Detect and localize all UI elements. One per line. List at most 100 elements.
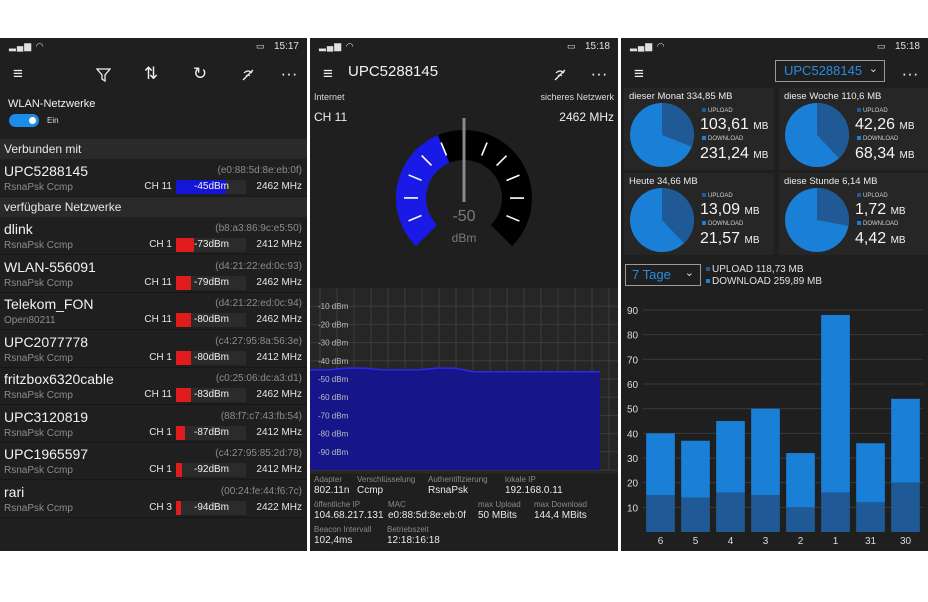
data-usage-screen: ▂▄▆ ◠ ▭ 15:18 ≡ UPC5288145 ⌄ ··· dieser … — [621, 38, 928, 551]
mac: (c4:27:95:85:2d:78) — [215, 448, 302, 459]
frequency: 2412 MHz — [256, 426, 302, 438]
download-value: 21,57 MB — [700, 230, 760, 247]
network-row[interactable]: UPC3120819 (88:f7:c7:43:fb:54) RsnaPsk Ccm… — [0, 406, 307, 443]
upload-value: 42,26 MB — [855, 116, 915, 133]
gauge-needle — [462, 118, 466, 202]
app-bar: ≡ UPC5288145 ⌄ ··· — [621, 56, 928, 92]
y-tick-label: -50 dBm — [318, 375, 349, 384]
signal-fill — [176, 238, 194, 252]
connected-network[interactable]: UPC5288145 (e0:88:5d:8e:eb:0f) RsnaPsk C… — [0, 160, 307, 197]
wifi-off-icon[interactable] — [235, 56, 261, 92]
info-value: 192.168.0.11 — [505, 485, 563, 496]
y-tick-label: 60 — [627, 380, 639, 391]
more-icon[interactable]: ··· — [901, 64, 919, 83]
network-row[interactable]: Telekom_FON (d4:21:22:ed:0c:94) Open80211 C… — [0, 293, 307, 330]
status-bar: ▂▄▆ ◠ ▭ 15:17 — [0, 38, 307, 55]
app-bar: ≡ ⇅ ↻ ··· — [0, 56, 307, 92]
download-label: DOWNLOAD — [857, 136, 898, 142]
wifi-off-icon[interactable] — [547, 56, 573, 92]
info-label: Authentifizierung — [428, 475, 488, 484]
signal-fill — [176, 180, 226, 194]
frequency: 2462 MHz — [256, 389, 302, 400]
ssid: WLAN-556091 — [4, 258, 96, 275]
x-tick-label: 2 — [798, 536, 804, 545]
channel: CH 11 — [314, 110, 348, 124]
info-label: öffentliche IP — [314, 500, 361, 509]
signal-fill — [176, 425, 185, 440]
download-value: 231,24 MB — [700, 145, 769, 162]
signal-fill — [176, 313, 191, 327]
usage-tile[interactable]: diese Stunde 6,14 MB UPLOAD 1,72 MB DOWNLOA… — [779, 173, 928, 255]
upload-slice — [817, 103, 849, 159]
gauge-segment — [464, 130, 491, 163]
x-tick-label: 3 — [763, 536, 769, 545]
upload-slice — [817, 188, 849, 226]
usage-tile[interactable]: Heute 34,66 MB UPLOAD 13,09 MB DOWNLOAD 21,5… — [624, 173, 774, 255]
secure-label: sicheres Netzwerk — [540, 92, 614, 102]
y-tick-label: -20 dBm — [318, 320, 349, 329]
frequency: 2462 MHz — [559, 110, 614, 124]
sort-icon[interactable]: ⇅ — [143, 64, 159, 83]
network-row[interactable]: rari (00:24:fe:44:f6:7c) RsnaPsk Ccmp CH 3 -… — [0, 481, 307, 518]
bar-download — [856, 443, 885, 503]
filter-icon[interactable] — [90, 56, 116, 92]
bar-upload — [786, 507, 815, 532]
gauge-divider — [506, 174, 520, 182]
security: Open80211 — [4, 315, 56, 326]
gauge-segment — [499, 171, 532, 198]
bar-download — [716, 421, 745, 493]
y-tick-label: -60 dBm — [318, 393, 349, 402]
gauge-divider — [506, 214, 520, 222]
x-tick-label: 4 — [728, 536, 734, 545]
channel: CH 11 — [144, 389, 172, 400]
frequency: 2462 MHz — [256, 276, 302, 288]
network-row[interactable]: fritzbox6320cable (c0:25:06:dc:a3:d1) Rsna… — [0, 368, 307, 405]
usage-pie — [785, 188, 849, 252]
upload-label: UPLOAD — [857, 193, 888, 199]
menu-icon[interactable]: ≡ — [634, 64, 644, 83]
period-select[interactable]: 7 Tage ⌄ — [625, 264, 701, 286]
menu-icon[interactable]: ≡ — [323, 64, 333, 83]
signal-bar: -79dBm — [176, 275, 246, 290]
channel: CH 1 — [149, 351, 172, 363]
security: RsnaPsk Ccmp — [4, 352, 73, 364]
more-icon[interactable]: ··· — [590, 64, 608, 83]
channel: CH 11 — [144, 314, 172, 325]
menu-icon[interactable]: ≡ — [13, 64, 23, 83]
usage-tile[interactable]: dieser Monat 334,85 MB UPLOAD 103,61 MB DOW… — [624, 88, 774, 170]
channel: CH 3 — [149, 501, 172, 513]
frequency: 2422 MHz — [256, 501, 302, 513]
more-icon[interactable]: ··· — [280, 64, 298, 83]
clock: 15:17 — [273, 41, 299, 52]
network-row[interactable]: WLAN-556091 (d4:21:22:ed:0c:93) RsnaPsk Cc… — [0, 256, 307, 293]
bar-download — [751, 408, 780, 495]
tile-title: Heute 34,66 MB — [629, 176, 698, 187]
ssid: dlink — [4, 221, 33, 237]
wlan-toggle[interactable] — [9, 114, 39, 127]
signal-bar: -80dBm — [176, 350, 246, 365]
mac: (c4:27:95:8a:56:3e) — [215, 335, 302, 347]
usage-pie — [630, 103, 694, 167]
upload-label: UPLOAD — [702, 193, 733, 199]
signal-value: -45dBm — [194, 181, 230, 192]
security: RsnaPsk Ccmp — [4, 182, 73, 193]
x-tick-label: 1 — [833, 536, 839, 545]
bar-upload — [856, 502, 885, 532]
network-row[interactable]: UPC1965597 (c4:27:95:85:2d:78) RsnaPsk Ccm… — [0, 443, 307, 480]
refresh-icon[interactable]: ↻ — [192, 64, 208, 83]
usage-bar-chart: 10 20 30 40 50 60 70 80 90 6 5 4 3 2 1 31 30 — [627, 306, 923, 545]
bar-download — [786, 453, 815, 508]
network-row[interactable]: dlink (b8:a3:86:9c:e5:50) RsnaPsk Ccmp CH 1… — [0, 218, 307, 255]
gauge-divider — [421, 154, 433, 166]
y-tick-label: 90 — [627, 306, 639, 317]
network-row[interactable]: UPC2077778 (c4:27:95:8a:56:3e) RsnaPsk Ccm… — [0, 331, 307, 368]
info-label: max Download — [534, 500, 587, 509]
bar-download — [646, 433, 675, 495]
wifi-list-screen: ▂▄▆ ◠ ▭ 15:17 ≡ ⇅ ↻ ··· WLAN-Netzwerke E… — [0, 38, 307, 551]
signal-value: -83dBm — [194, 389, 230, 400]
usage-tile[interactable]: diese Woche 110,6 MB UPLOAD 42,26 MB DOWNLO… — [779, 88, 928, 170]
gauge-segment — [396, 171, 429, 198]
bar-upload — [681, 497, 710, 532]
network-dropdown[interactable]: UPC5288145 ⌄ — [775, 60, 885, 82]
signal-history-graph: -10 dBm -20 dBm -30 dBm -40 dBm -50 dBm -60 d… — [310, 288, 618, 474]
